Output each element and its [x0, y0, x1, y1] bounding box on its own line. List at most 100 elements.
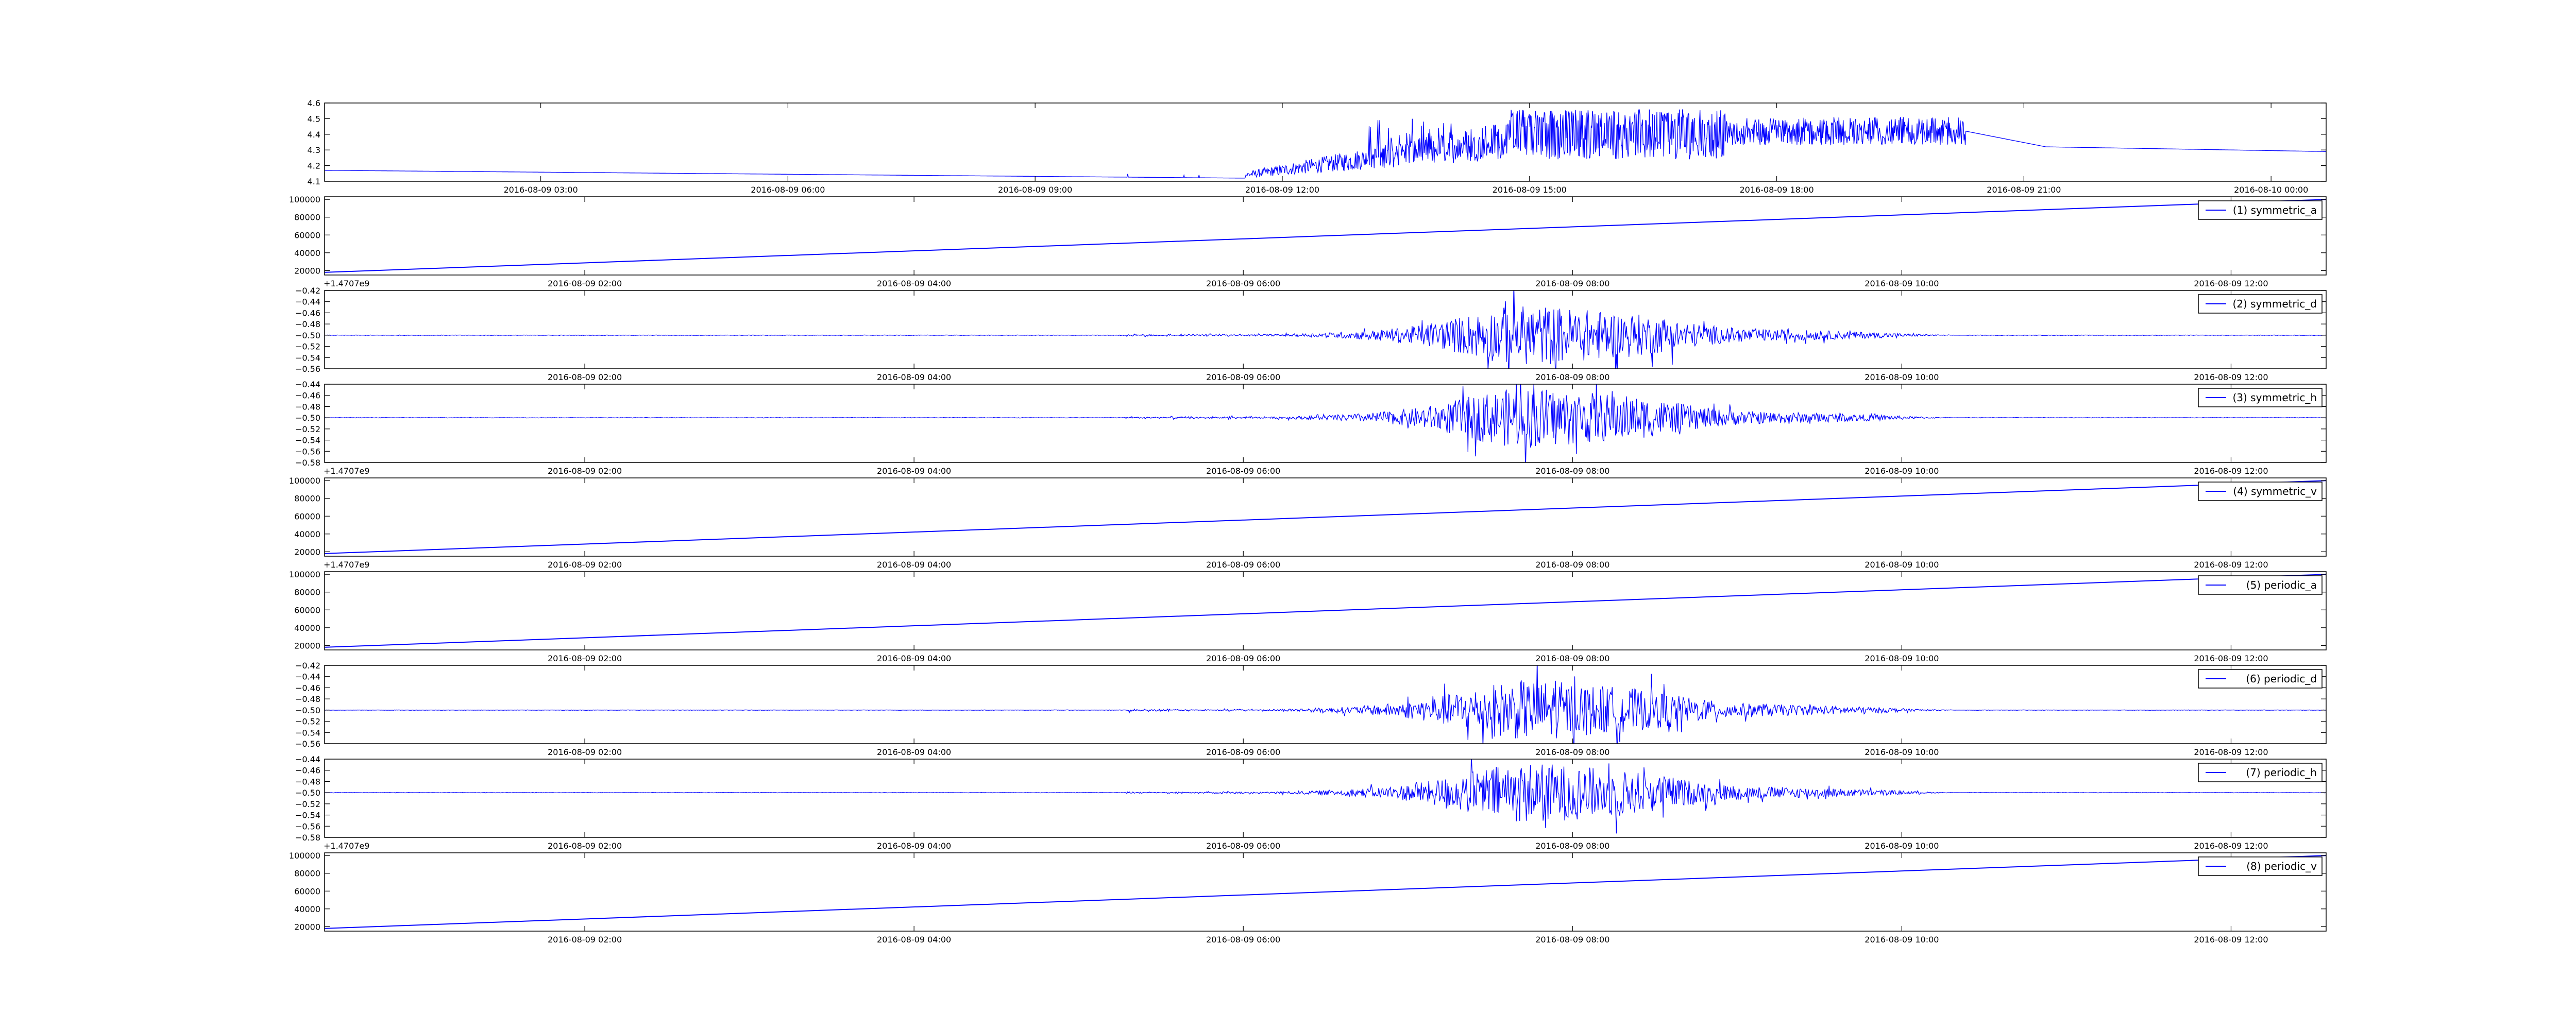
legend: (3) symmetric_h	[2198, 388, 2323, 407]
x-tick-label: 2016-08-09 08:00	[1535, 560, 1609, 570]
y-tick-label: 40000	[294, 529, 320, 539]
y-tick-label: −0.56	[295, 447, 320, 456]
x-tick-label: 2016-08-09 10:00	[1865, 654, 1939, 663]
y-tick-label: −0.56	[295, 821, 320, 831]
y-tick-label: 40000	[294, 904, 320, 914]
y-tick-label: −0.52	[295, 342, 320, 352]
y-tick-label: 100000	[289, 195, 320, 204]
y-tick-label: −0.44	[295, 672, 320, 682]
y-tick-label: −0.46	[295, 683, 320, 693]
y-tick-label: −0.52	[295, 424, 320, 434]
y-tick-label: 80000	[294, 213, 320, 222]
y-tick-label: −0.44	[295, 297, 320, 307]
y-tick-label: −0.52	[295, 799, 320, 809]
plot-frame	[324, 571, 2327, 650]
x-tick-label: 2016-08-09 06:00	[1206, 747, 1280, 757]
plot-frame	[324, 852, 2327, 932]
y-tick-label: −0.46	[295, 766, 320, 776]
y-tick-label: 40000	[294, 623, 320, 633]
plot-frame	[324, 477, 2327, 557]
x-tick-label: 2016-08-09 12:00	[1245, 185, 1319, 195]
y-tick-label: −0.48	[295, 402, 320, 411]
x-tick-label: 2016-08-09 04:00	[877, 654, 951, 663]
y-tick-label: −0.44	[295, 380, 320, 389]
y-tick-label: 4.4	[308, 130, 320, 140]
y-tick-label: −0.44	[295, 754, 320, 764]
x-tick-label: 2016-08-09 02:00	[548, 560, 622, 570]
series-line	[325, 480, 2326, 554]
x-tick-label: 2016-08-09 08:00	[1535, 841, 1609, 851]
subplot-6: 20000 40000 60000 80000 100000 2016-08-09 02:…	[289, 570, 2327, 663]
x-tick-label: 2016-08-09 10:00	[1865, 560, 1939, 570]
x-tick-label: 2016-08-09 12:00	[2194, 747, 2268, 757]
y-tick-label: 80000	[294, 588, 320, 597]
y-tick-label: 80000	[294, 494, 320, 504]
x-tick-label: 2016-08-09 08:00	[1535, 747, 1609, 757]
x-tick-label: 2016-08-09 06:00	[1206, 372, 1280, 382]
y-tick-label: 40000	[294, 248, 320, 258]
y-tick-label: −0.58	[295, 833, 320, 843]
legend: (8) periodic_v	[2198, 856, 2323, 876]
series-line	[325, 199, 2326, 273]
legend-label: (5) periodic_a	[2246, 579, 2317, 591]
y-tick-label: −0.46	[295, 308, 320, 318]
y-tick-label: 4.3	[308, 145, 320, 155]
y-tick-label: −0.48	[295, 777, 320, 786]
y-tick-label: 60000	[294, 886, 320, 896]
x-tick-label: 2016-08-09 12:00	[2194, 560, 2268, 570]
x-tick-label: 2016-08-09 15:00	[1493, 185, 1567, 195]
series-line	[325, 384, 2326, 462]
y-tick-label: 100000	[289, 851, 320, 861]
x-tick-label: 2016-08-09 06:00	[1206, 935, 1280, 945]
y-tick-label: −0.54	[295, 353, 320, 363]
x-tick-label: 2016-08-09 06:00	[1206, 466, 1280, 476]
y-tick-label: 20000	[294, 547, 320, 557]
y-tick-label: 80000	[294, 869, 320, 879]
y-tick-label: 100000	[289, 570, 320, 579]
x-tick-label: 2016-08-09 10:00	[1865, 372, 1939, 382]
subplot-3: −0.56−0.54−0.52 −0.50 −0.48−0.46−0.44−0.42…	[295, 286, 2327, 382]
y-tick-label: −0.58	[295, 458, 320, 468]
y-tick-label: −0.54	[295, 811, 320, 820]
x-tick-label: 2016-08-09 02:00	[548, 747, 622, 757]
x-tick-label: 2016-08-09 02:00	[548, 654, 622, 663]
x-tick-label: 2016-08-09 02:00	[548, 372, 622, 382]
x-tick-label: 2016-08-09 08:00	[1535, 654, 1609, 663]
x-tick-label: 2016-08-09 08:00	[1535, 466, 1609, 476]
y-tick-label: 4.6	[308, 98, 320, 108]
x-tick-label: 2016-08-09 04:00	[877, 841, 951, 851]
x-tick-label: 2016-08-09 10:00	[1865, 935, 1939, 945]
y-tick-label: −0.48	[295, 319, 320, 329]
y-tick-label: −0.54	[295, 436, 320, 445]
y-tick-label: 20000	[294, 641, 320, 650]
y-tick-label: −0.50	[295, 331, 320, 340]
y-tick-label: −0.48	[295, 694, 320, 704]
legend: (1) symmetric_a	[2198, 200, 2323, 220]
subplot-9: 20000 40000 60000 80000 100000 2016-08-09 02:…	[289, 851, 2327, 945]
x-tick-label: 2016-08-09 18:00	[1739, 185, 1814, 195]
y-tick-label: −0.50	[295, 413, 320, 423]
x-tick-label: 2016-08-09 10:00	[1865, 747, 1939, 757]
x-tick-label: 2016-08-09 02:00	[548, 935, 622, 945]
legend-label: (3) symmetric_h	[2232, 391, 2317, 404]
plot-frame	[324, 196, 2327, 276]
x-tick-label: 2016-08-09 12:00	[2194, 654, 2268, 663]
legend-label: (2) symmetric_d	[2232, 298, 2317, 310]
x-tick-label: 2016-08-10 00:00	[2234, 185, 2308, 195]
y-tick-label: −0.50	[295, 706, 320, 715]
x-tick-label: 2016-08-09 08:00	[1535, 935, 1609, 945]
series-line	[325, 665, 2326, 744]
plot-frame	[324, 665, 2327, 744]
y-tick-label: 20000	[294, 266, 320, 276]
x-tick-label: 2016-08-09 04:00	[877, 279, 951, 288]
y-tick-label: −0.52	[295, 717, 320, 727]
y-tick-label: −0.42	[295, 286, 320, 296]
x-tick-label: 2016-08-09 04:00	[877, 466, 951, 476]
y-tick-label: 4.1	[308, 177, 320, 186]
x-tick-label: 2016-08-09 12:00	[2194, 372, 2268, 382]
x-tick-label: 2016-08-09 04:00	[877, 935, 951, 945]
y-tick-label: 100000	[289, 476, 320, 486]
x-tick-label: 2016-08-09 06:00	[751, 185, 825, 195]
plot-frame	[324, 102, 2327, 182]
series-line	[325, 574, 2326, 648]
